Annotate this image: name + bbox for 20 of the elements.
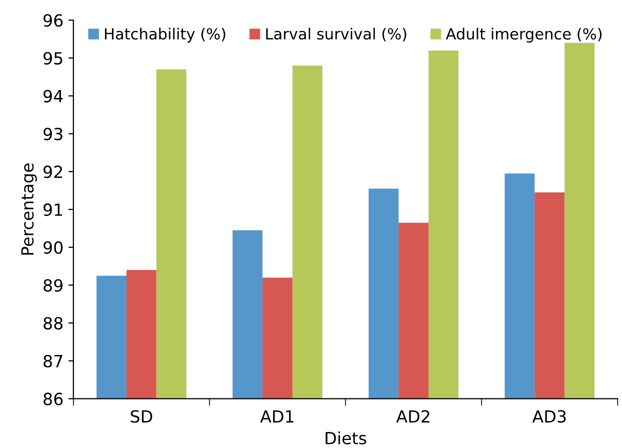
y-tick-label: 90 <box>44 241 63 254</box>
legend-label: Hatchability (%) <box>105 28 226 43</box>
legend-label: Adult imergence (%) <box>446 28 602 43</box>
y-tick-label: 92 <box>44 166 62 178</box>
legend-label: Larval survival (%) <box>266 28 406 42</box>
y-tick-label: 93 <box>44 128 62 140</box>
x-axis-title: Diets <box>326 432 366 444</box>
x-tick-label: AD2 <box>396 410 430 422</box>
y-tick-label: 96 <box>44 14 63 27</box>
y-tick-label: 86 <box>44 392 63 406</box>
x-tick-label: AD3 <box>532 410 566 423</box>
y-tick-label: 88 <box>44 316 63 330</box>
x-tick-label: SD <box>130 410 152 423</box>
y-axis-title: Percentage <box>21 163 37 255</box>
x-tick-label: AD1 <box>260 410 294 422</box>
y-tick-label: 94 <box>44 90 63 102</box>
y-tick-label: 87 <box>44 354 62 368</box>
y-tick-label: 91 <box>44 203 62 216</box>
y-tick-label: 95 <box>44 52 62 65</box>
y-tick-label: 89 <box>44 279 62 292</box>
